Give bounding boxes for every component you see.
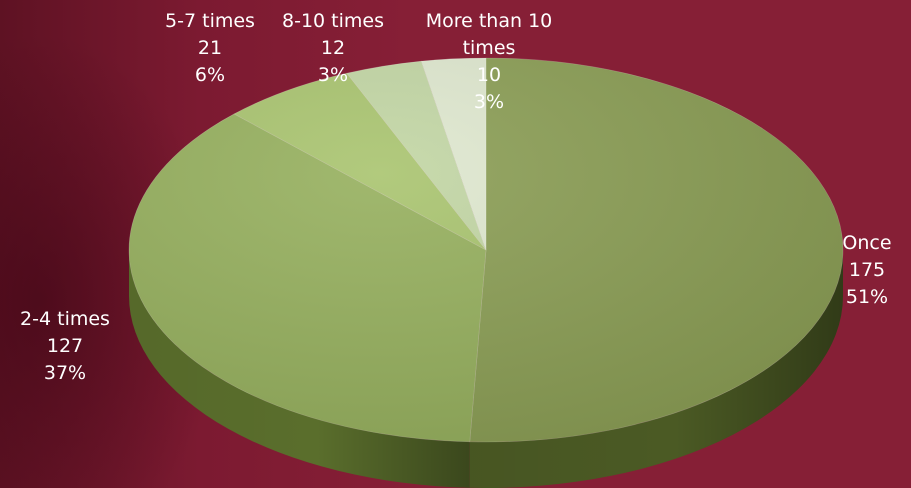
data-label-percent: 51% (845, 286, 889, 308)
data-label-5-7-times: 5-7 times 21 6% (140, 8, 280, 89)
data-label-percent: 6% (194, 64, 226, 86)
data-label-value: 10 (476, 64, 502, 86)
data-label-percent: 37% (43, 362, 87, 384)
data-label-value: 12 (320, 37, 346, 59)
data-label-more-than-10-times: More than 10 times 10 3% (405, 8, 573, 116)
data-label-category: Once (842, 232, 892, 254)
data-label-value: 21 (197, 37, 223, 59)
data-label-value: 127 (46, 335, 84, 357)
data-label-category: 5-7 times (165, 10, 255, 32)
data-label-category: 8-10 times (282, 10, 384, 32)
data-label-category: More than 10 (425, 10, 553, 32)
data-label-2-4-times: 2-4 times 127 37% (6, 306, 124, 387)
data-label-value: 175 (848, 259, 886, 281)
data-label-8-10-times: 8-10 times 12 3% (268, 8, 398, 89)
data-label-category: times (462, 37, 516, 59)
data-label-percent: 3% (473, 91, 505, 113)
data-label-once: Once 175 51% (822, 230, 911, 311)
data-label-percent: 3% (317, 64, 349, 86)
data-label-category: 2-4 times (20, 308, 110, 330)
